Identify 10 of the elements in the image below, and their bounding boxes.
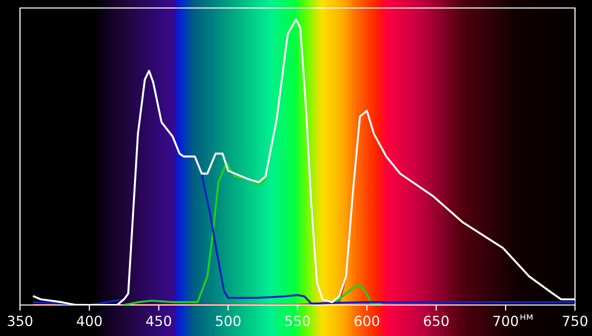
x-tick-label: 750 — [562, 316, 588, 326]
x-axis-title: нм — [520, 314, 532, 320]
x-tick-label: 600 — [354, 316, 380, 326]
x-tick-label: 700 — [494, 316, 518, 326]
x-tick-label: 400 — [76, 316, 102, 326]
x-tick-label: 500 — [216, 316, 240, 326]
x-tick-label: 450 — [146, 316, 172, 326]
x-tick-label: 650 — [424, 316, 449, 326]
x-tick-label: 350 — [8, 316, 32, 326]
x-tick-label: 550 — [285, 316, 310, 326]
